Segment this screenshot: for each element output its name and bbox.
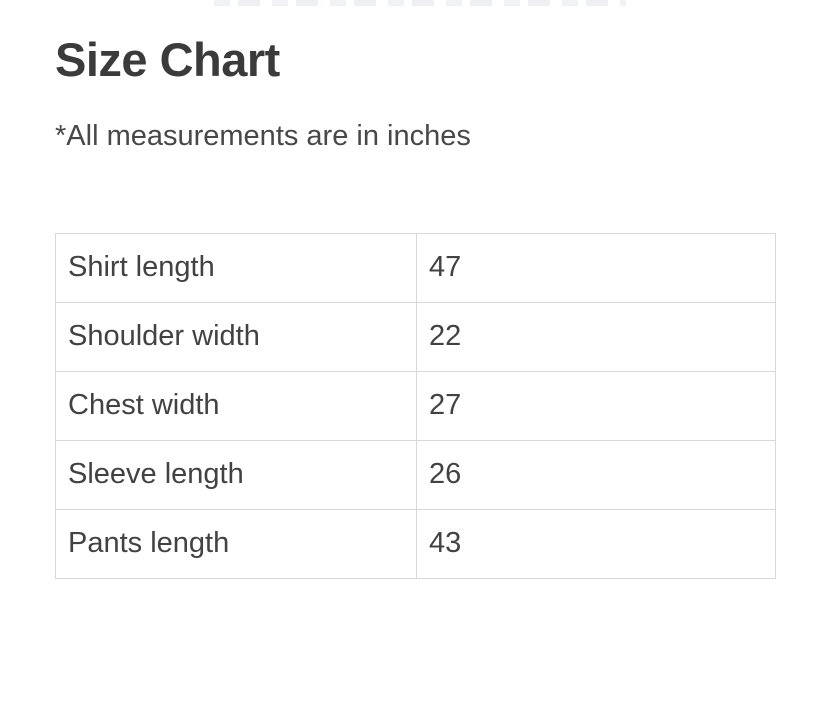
size-chart-section: Size Chart *All measurements are in inch… [55, 0, 776, 579]
measurement-value: 47 [416, 232, 776, 303]
table-row: Shirt length 47 [55, 232, 776, 303]
measurement-value: 26 [416, 439, 776, 510]
measurement-label: Sleeve length [55, 439, 417, 510]
table-row: Sleeve length 26 [55, 439, 776, 510]
measurement-value: 43 [416, 508, 776, 579]
measurements-note: *All measurements are in inches [55, 119, 471, 152]
measurement-value: 22 [416, 301, 776, 372]
table-row: Pants length 43 [55, 508, 776, 579]
measurement-value: 27 [416, 370, 776, 441]
page-title: Size Chart [55, 33, 280, 86]
measurement-label: Shoulder width [55, 301, 417, 372]
measurement-label: Chest width [55, 370, 417, 441]
size-chart-table: Shirt length 47 Shoulder width 22 Chest … [55, 232, 776, 579]
cut-off-text-sliver [214, 0, 626, 6]
measurement-label: Pants length [55, 508, 417, 579]
table-row: Chest width 27 [55, 370, 776, 441]
table-row: Shoulder width 22 [55, 301, 776, 372]
measurement-label: Shirt length [55, 232, 417, 303]
